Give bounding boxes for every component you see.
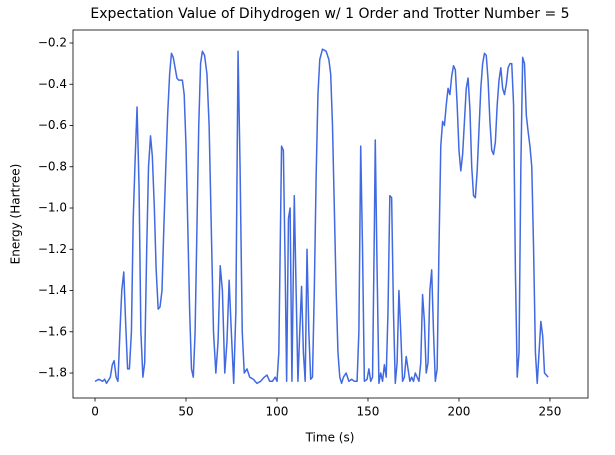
x-axis-label: Time (s) <box>305 431 355 445</box>
y-tick-label: −0.6 <box>38 118 67 132</box>
y-tick-label: −1.6 <box>38 324 67 338</box>
x-tick-label: 250 <box>539 405 562 419</box>
y-tick-label: −0.4 <box>38 77 67 91</box>
y-tick-label: −1.4 <box>38 283 67 297</box>
y-tick-label: −0.2 <box>38 35 67 49</box>
data-line <box>94 48 549 385</box>
y-tick-label: −1.8 <box>38 366 67 380</box>
y-tick-label: −1.0 <box>38 201 67 215</box>
x-tick-label: 100 <box>266 405 289 419</box>
y-tick-label: −0.8 <box>38 159 67 173</box>
y-tick-label: −1.2 <box>38 242 67 256</box>
y-axis-label: Energy (Hartree) <box>9 164 23 265</box>
x-tick-label: 50 <box>178 405 193 419</box>
chart-title: Expectation Value of Dihydrogen w/ 1 Ord… <box>90 6 569 22</box>
x-tick-label: 0 <box>91 405 99 419</box>
plot-frame <box>72 29 589 399</box>
x-tick-label: 150 <box>357 405 380 419</box>
x-tick-label: 200 <box>448 405 471 419</box>
